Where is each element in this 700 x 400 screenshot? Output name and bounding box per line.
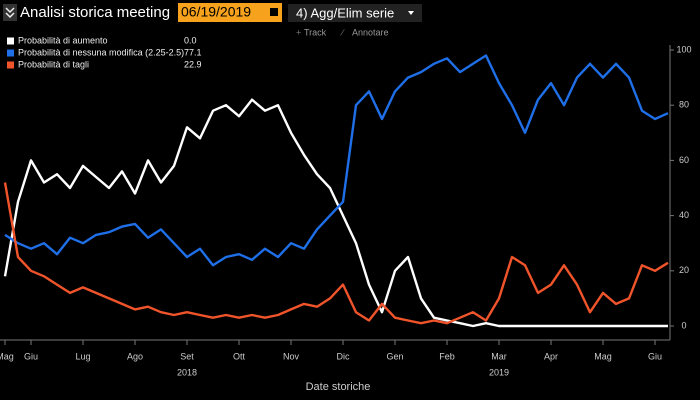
legend-label: Probabilità di aumento xyxy=(18,35,108,45)
legend-label: Probabilità di nessuna modifica (2.25-2.… xyxy=(18,47,184,57)
annotate-icon: ∕ xyxy=(340,27,345,37)
x-tick-label: Giu xyxy=(648,351,662,361)
collapse-icon xyxy=(5,7,15,19)
x-tick-label: Mag xyxy=(594,351,612,361)
menu-button[interactable] xyxy=(288,4,422,22)
x-tick-label: Giu xyxy=(24,351,38,361)
y-tick-label: 40 xyxy=(679,210,689,220)
x-tick-label: Mar xyxy=(491,351,507,361)
y-tick-label: 80 xyxy=(679,100,689,110)
date-field[interactable] xyxy=(178,3,282,22)
x-tick-label: Feb xyxy=(439,351,455,361)
date-dropdown xyxy=(270,8,278,16)
y-tick-label: 0 xyxy=(681,320,686,330)
page-title: Analisi storica meeting xyxy=(20,4,170,21)
legend-value: 0.0 xyxy=(184,35,197,45)
track-button[interactable]: Track xyxy=(304,27,327,37)
y-tick-label: 20 xyxy=(679,265,689,275)
menu-arrow xyxy=(408,11,414,15)
series-line xyxy=(3,182,669,325)
year-label: 2019 xyxy=(489,367,509,377)
x-tick-label: Mag xyxy=(0,351,14,361)
x-tick-label: Set xyxy=(180,351,194,361)
y-tick-label: 60 xyxy=(679,155,689,165)
x-tick-label: Gen xyxy=(386,351,403,361)
legend-swatch xyxy=(7,61,14,69)
legend-value: 22.9 xyxy=(184,59,202,69)
track-icon: + xyxy=(296,27,301,37)
legend-swatch xyxy=(7,37,14,45)
x-axis-title: Date storiche xyxy=(306,381,371,393)
menu-label: 4) Agg/Elim serie xyxy=(296,5,394,20)
x-tick-label: Apr xyxy=(544,351,558,361)
year-label: 2018 xyxy=(177,367,197,377)
x-tick-label: Ago xyxy=(127,351,143,361)
x-tick-label: Dic xyxy=(337,351,350,361)
date-value: 06/19/2019 xyxy=(181,4,251,20)
legend-label: Probabilità di tagli xyxy=(18,59,89,69)
x-tick-label: Lug xyxy=(75,351,90,361)
annotate-button[interactable]: Annotare xyxy=(352,27,389,37)
legend-swatch xyxy=(7,49,14,57)
series-line xyxy=(4,54,669,267)
y-tick-label: 100 xyxy=(676,44,691,54)
x-tick-label: Nov xyxy=(283,351,300,361)
x-tick-label: Ott xyxy=(233,351,246,361)
legend-value: 77.1 xyxy=(184,47,202,57)
series-line xyxy=(3,98,668,328)
